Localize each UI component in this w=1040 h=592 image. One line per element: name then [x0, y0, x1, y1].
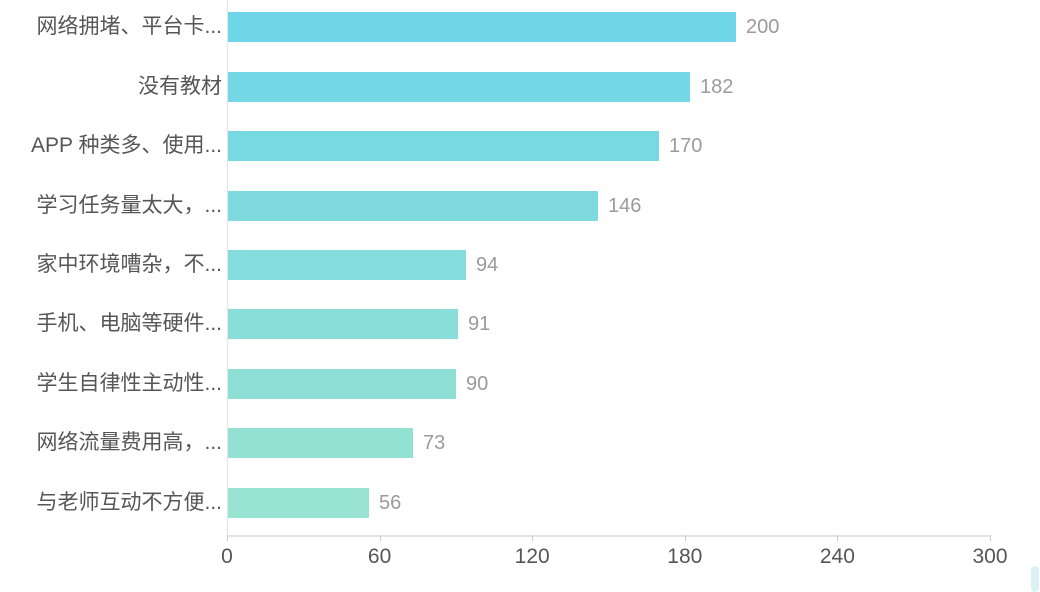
- x-tick-label: 180: [667, 545, 703, 568]
- bar-value-label: 200: [746, 16, 780, 39]
- x-tick-mark: [532, 535, 534, 541]
- bar: [227, 428, 413, 459]
- x-tick-label: 60: [367, 545, 392, 568]
- x-tick-label: 240: [819, 545, 855, 568]
- bar: [227, 309, 458, 340]
- bar-value-label: 56: [379, 491, 402, 514]
- x-tick-mark: [990, 535, 991, 541]
- category-label: 学习任务量太大，...: [36, 193, 222, 217]
- category-label: 手机、电脑等硬件...: [36, 312, 222, 336]
- bar-value-label: 170: [669, 135, 703, 158]
- category-label: APP 种类多、使用...: [31, 134, 222, 158]
- bar: [227, 12, 736, 43]
- bar-value-label: 146: [608, 194, 642, 217]
- category-label: 网络流量费用高，...: [36, 431, 222, 455]
- category-label: 没有教材: [138, 74, 222, 98]
- bar: [227, 250, 466, 280]
- x-tick-mark: [227, 535, 228, 541]
- bar: [227, 487, 369, 518]
- category-label: 网络拥堵、平台卡...: [36, 15, 222, 39]
- x-tick-mark: [684, 535, 686, 541]
- bar: [227, 71, 690, 102]
- bar-value-label: 90: [466, 372, 489, 395]
- bar-value-label: 94: [476, 254, 499, 276]
- bar-value-label: 182: [700, 75, 734, 98]
- x-tick-label: 0: [221, 545, 233, 568]
- category-label: 学生自律性主动性...: [36, 371, 222, 395]
- x-tick-label: 120: [514, 545, 550, 568]
- bar: [227, 131, 659, 162]
- y-axis-line: [227, 0, 228, 535]
- scrollbar-fragment[interactable]: [1031, 566, 1039, 592]
- x-axis-line: [227, 535, 991, 537]
- bar-value-label: 91: [468, 313, 491, 336]
- category-label: 家中环境嘈杂，不...: [36, 253, 222, 276]
- bar: [227, 190, 598, 221]
- category-label: 与老师互动不方便...: [36, 490, 222, 514]
- bar: [227, 368, 456, 399]
- bar-value-label: 73: [423, 432, 446, 455]
- x-tick-label: 300: [972, 545, 1008, 568]
- x-tick-mark: [379, 535, 381, 541]
- x-tick-mark: [837, 535, 839, 541]
